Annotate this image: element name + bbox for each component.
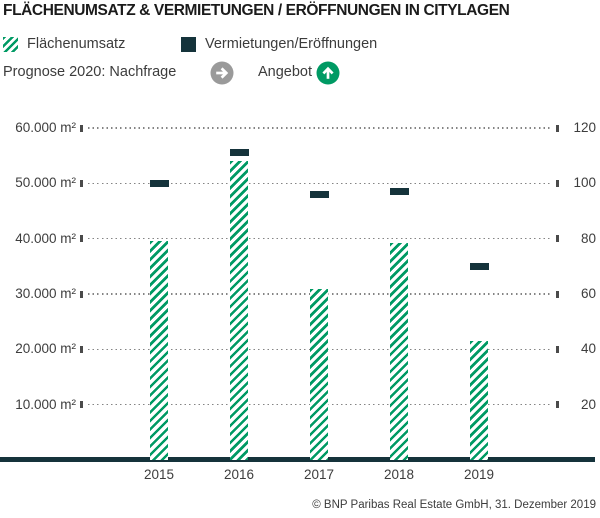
year-label-2017: 2017 (303, 467, 335, 482)
copyright-note: © BNP Paribas Real Estate GmbH, 31. Deze… (312, 499, 596, 511)
bar-2016 (230, 161, 248, 460)
left-axis-tick (80, 124, 83, 132)
left-axis-label: 40.000 m² (15, 230, 76, 246)
right-axis-label: 100 (573, 175, 596, 191)
arrow-right-circle-icon (210, 61, 234, 85)
bar-2015 (150, 241, 168, 460)
chart-title: FLÄCHENUMSATZ & VERMIETUNGEN / ERÖFFNUNG… (3, 2, 510, 19)
dash-2019 (469, 262, 489, 270)
arrow-up-circle-icon (316, 61, 340, 85)
legend-flaechenumsatz-label: Flächenumsatz (27, 36, 126, 52)
right-axis-tick (556, 401, 559, 409)
left-axis-tick (80, 290, 83, 298)
left-axis-tick (80, 401, 83, 409)
flaechenumsatz-swatch-icon (3, 37, 18, 52)
dash-2018 (389, 188, 409, 196)
year-label-2018: 2018 (383, 467, 415, 482)
year-label-2019: 2019 (463, 467, 495, 482)
gridline (88, 182, 552, 185)
right-axis-label: 60 (580, 286, 596, 301)
right-axis-label: 40 (580, 341, 596, 357)
left-axis-label: 50.000 m² (15, 175, 76, 191)
legend-vermietungen-label: Vermietungen/Eröffnungen (205, 36, 378, 52)
dash-2017 (309, 190, 329, 198)
right-axis-label: 120 (573, 120, 596, 136)
left-axis-tick (80, 345, 83, 353)
right-axis-label: 20 (580, 396, 596, 412)
right-axis-tick (556, 179, 559, 187)
prognose-angebot-label: Angebot (258, 64, 313, 80)
left-axis-label: 30.000 m² (15, 286, 76, 301)
left-axis-tick (80, 179, 83, 187)
left-axis-label: 60.000 m² (15, 120, 76, 136)
left-axis-tick (80, 235, 83, 243)
right-axis-tick (556, 290, 559, 298)
year-label-2015: 2015 (143, 467, 175, 482)
right-axis-tick (556, 124, 559, 132)
left-axis-label: 10.000 m² (15, 396, 76, 412)
bar-2018 (390, 243, 408, 460)
right-axis-tick (556, 235, 559, 243)
gridline (88, 237, 552, 240)
gridline (88, 127, 552, 129)
bar-2019 (470, 341, 488, 460)
bar-2017 (310, 289, 328, 460)
right-axis-tick (556, 345, 559, 353)
right-axis-label: 80 (580, 230, 596, 246)
year-label-2016: 2016 (223, 467, 255, 482)
x-axis-line (0, 457, 595, 462)
left-axis-label: 20.000 m² (15, 341, 76, 357)
dash-2015 (149, 179, 169, 187)
prognose-nachfrage-label: Prognose 2020: Nachfrage (3, 64, 177, 80)
vermietungen-swatch-icon (181, 37, 196, 52)
dash-2016 (229, 149, 249, 157)
